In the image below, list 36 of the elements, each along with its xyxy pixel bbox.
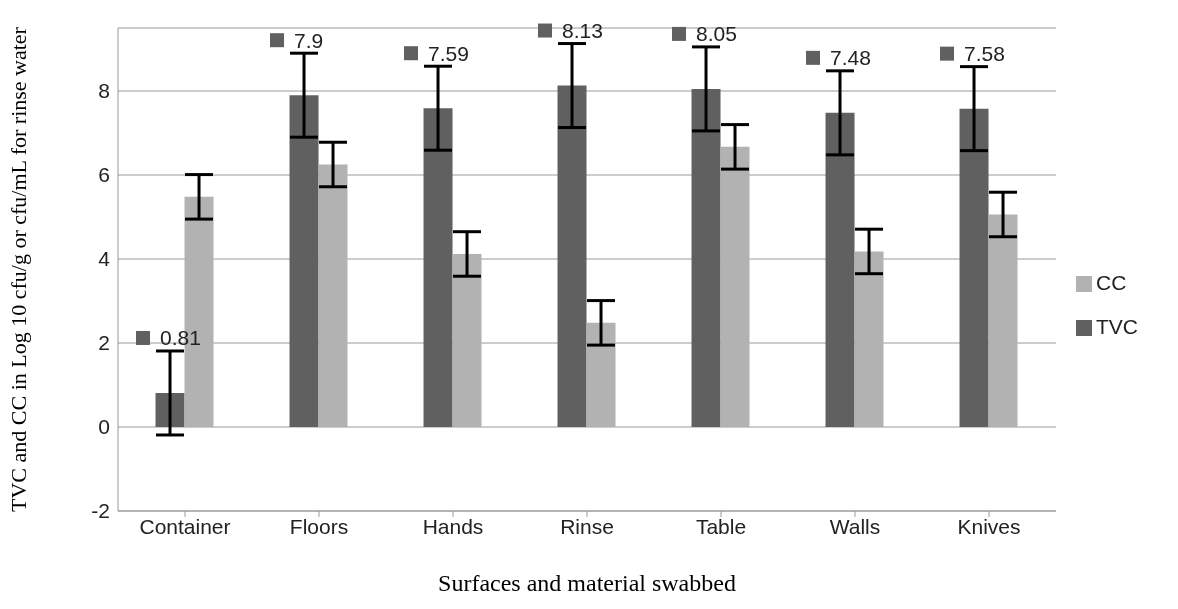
- data-label: 8.05: [696, 22, 737, 46]
- y-tick-label: 8: [98, 79, 110, 103]
- bar: [452, 253, 482, 427]
- data-label: 8.13: [562, 19, 603, 43]
- y-tick-label: 4: [98, 247, 111, 271]
- x-axis-title: Surfaces and material swabbed: [438, 570, 736, 596]
- bar: [988, 214, 1018, 427]
- legend-label: CC: [1096, 270, 1127, 294]
- y-tick-label: 0: [98, 415, 110, 439]
- bar: [720, 146, 750, 427]
- y-tick-label: 2: [98, 331, 110, 355]
- legend-label: TVC: [1096, 314, 1138, 338]
- bar: [825, 112, 855, 427]
- bar: [318, 164, 348, 427]
- y-tick-label: 6: [98, 163, 110, 187]
- y-axis-title: TVC and CC in Log 10 cfu/g or cfu/mL for rinse water: [5, 26, 31, 512]
- data-label: 7.9: [294, 28, 324, 52]
- bar: [586, 322, 616, 427]
- y-tick-label: -2: [91, 499, 110, 523]
- data-label: 7.59: [428, 41, 469, 65]
- x-tick-label: Container: [139, 514, 231, 538]
- x-tick-label: Floors: [289, 514, 349, 538]
- bar: [289, 95, 319, 427]
- bar: [854, 251, 884, 427]
- data-label: 0.81: [160, 326, 201, 350]
- data-label: 7.48: [830, 46, 871, 70]
- x-tick-label: Walls: [829, 514, 881, 538]
- bar: [423, 108, 453, 427]
- x-tick-label: Hands: [422, 514, 484, 538]
- bar: [557, 85, 587, 427]
- data-label: 7.58: [964, 42, 1005, 66]
- bar: [691, 88, 721, 427]
- x-tick-label: Knives: [957, 514, 1021, 538]
- x-tick-label: Rinse: [560, 514, 614, 538]
- bar: [959, 108, 989, 427]
- x-tick-label: Table: [695, 514, 747, 538]
